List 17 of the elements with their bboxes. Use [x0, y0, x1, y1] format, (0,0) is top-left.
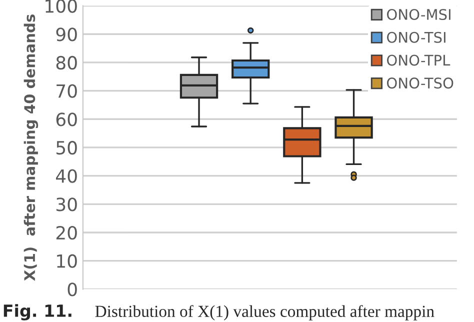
legend-label: ONO-TSO [386, 78, 454, 89]
y-tick-label: 60 [56, 112, 77, 126]
y-tick-label: 80 [56, 56, 77, 70]
y-tick-label: 30 [56, 198, 77, 212]
y-tick-label: 50 [56, 140, 77, 155]
y-tick-label: 90 [56, 28, 77, 42]
legend-label: ONO-TPL [386, 54, 450, 66]
y-tick-label: 0 [68, 282, 77, 296]
y-tick-label: 20 [56, 226, 77, 240]
y-tick-label: 70 [56, 84, 77, 98]
y-tick-label: 10 [57, 254, 77, 268]
y-tick-label: 40 [56, 169, 77, 183]
y-axis-title: X(1) after mapping 40 demands [24, 14, 38, 281]
caption: Fig. 11. [4, 304, 72, 320]
text: Distribution of X(1) values computed after mappin [95, 305, 434, 320]
legend-label: ONO-MSI [386, 8, 450, 20]
legend-label: ONO-TSI [386, 32, 446, 43]
